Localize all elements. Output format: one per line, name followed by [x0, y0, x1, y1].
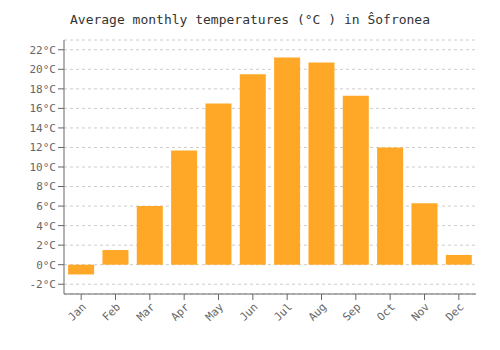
- svg-text:12°C: 12°C: [30, 141, 57, 154]
- svg-text:18°C: 18°C: [30, 83, 57, 96]
- svg-text:10°C: 10°C: [30, 161, 57, 174]
- svg-text:Jan: Jan: [66, 300, 89, 323]
- svg-text:22°C: 22°C: [30, 44, 57, 57]
- html-text:Average monthly temperatures (: Average monthly temperatures (°C ) in Ŝo…: [70, 12, 430, 27]
- svg-text:4°C: 4°C: [36, 220, 56, 233]
- svg-text:Sep: Sep: [340, 300, 363, 323]
- svg-text:Aug: Aug: [306, 300, 329, 323]
- svg-text:Oct: Oct: [375, 300, 398, 323]
- svg-text:-2°C: -2°C: [30, 278, 57, 291]
- svg-text:Dec: Dec: [443, 300, 466, 323]
- svg-text:Apr: Apr: [169, 300, 193, 324]
- svg-text:20°C: 20°C: [30, 63, 57, 76]
- svg-text:Jul: Jul: [272, 300, 295, 323]
- svg-text:6°C: 6°C: [36, 200, 56, 213]
- svg-text:2°C: 2°C: [36, 239, 56, 252]
- svg-text:0°C: 0°C: [36, 259, 56, 272]
- svg-text:Jun: Jun: [237, 300, 260, 323]
- svg-text:8°C: 8°C: [36, 180, 56, 193]
- svg-text:Mar: Mar: [134, 300, 158, 324]
- svg-text:Nov: Nov: [409, 300, 433, 324]
- svg-text:14°C: 14°C: [30, 122, 57, 135]
- svg-text:16°C: 16°C: [30, 102, 57, 115]
- svg-text:Feb: Feb: [100, 300, 123, 323]
- svg-text:May: May: [203, 300, 227, 324]
